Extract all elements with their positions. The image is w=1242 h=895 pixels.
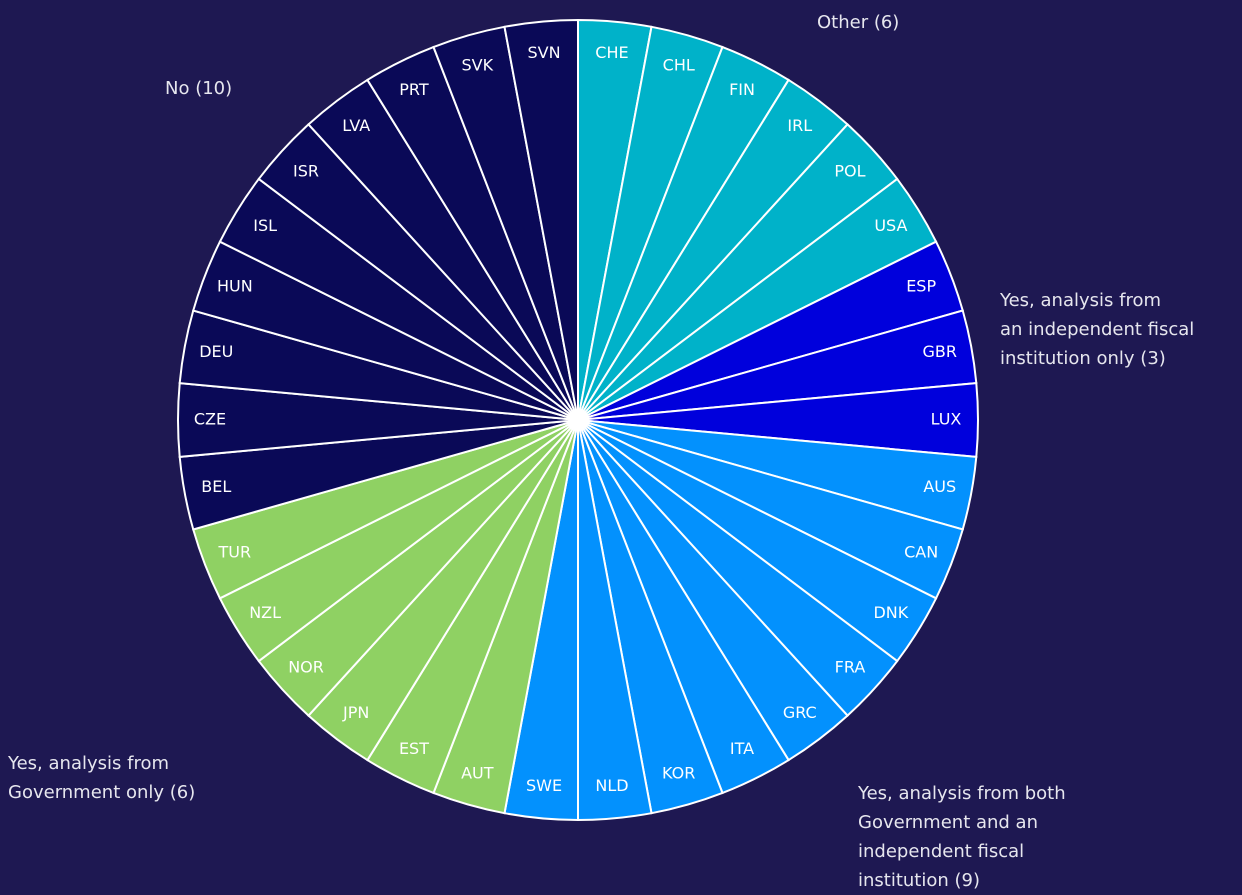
slice-label: NZL xyxy=(249,603,281,622)
slice-label: DEU xyxy=(199,342,233,361)
slice-label: SVN xyxy=(528,43,561,62)
slice-label: FIN xyxy=(729,80,755,99)
slice-label: GRC xyxy=(783,703,817,722)
slice-label: DNK xyxy=(873,603,908,622)
slice-label: FRA xyxy=(835,657,866,676)
slice-label: LUX xyxy=(931,410,962,429)
slice-label: USA xyxy=(874,216,907,235)
slice-label: TUR xyxy=(218,542,252,561)
group-label: Other (6) xyxy=(817,12,900,33)
group-label: Yes, analysis from both Government and a… xyxy=(858,783,1066,891)
slice-label: CZE xyxy=(194,410,226,429)
slice-label: SWE xyxy=(526,776,562,795)
slice-label: NOR xyxy=(288,657,324,676)
slice-label: EST xyxy=(399,739,429,758)
slice-label: CHE xyxy=(595,43,628,62)
center-dot xyxy=(572,414,584,426)
group-label: No (10) xyxy=(165,78,233,99)
slice-label: HUN xyxy=(217,277,253,296)
slice-label: JPN xyxy=(342,703,369,722)
slice-label: KOR xyxy=(662,763,695,782)
slice-label: CAN xyxy=(904,542,938,561)
group-label: Yes, analysis from an independent fiscal… xyxy=(1000,290,1195,369)
group-label: Yes, analysis from Government only (6) xyxy=(8,753,196,803)
slice-label: ISL xyxy=(253,216,277,235)
slice-label: ESP xyxy=(906,277,936,296)
slice-label: NLD xyxy=(595,776,628,795)
slice-label: GBR xyxy=(922,342,957,361)
slice-label: AUT xyxy=(461,763,494,782)
slice-label: ISR xyxy=(293,162,319,181)
slice-label: SVK xyxy=(461,56,493,75)
slice-label: IRL xyxy=(787,116,812,135)
slice-label: AUS xyxy=(923,477,956,496)
slice-label: CHL xyxy=(663,56,695,75)
slice-label: PRT xyxy=(399,80,429,99)
slice-label: LVA xyxy=(342,116,370,135)
slice-label: BEL xyxy=(201,477,231,496)
slice-label: POL xyxy=(834,162,865,181)
pie-slice xyxy=(503,18,579,421)
slice-label: ITA xyxy=(730,739,754,758)
